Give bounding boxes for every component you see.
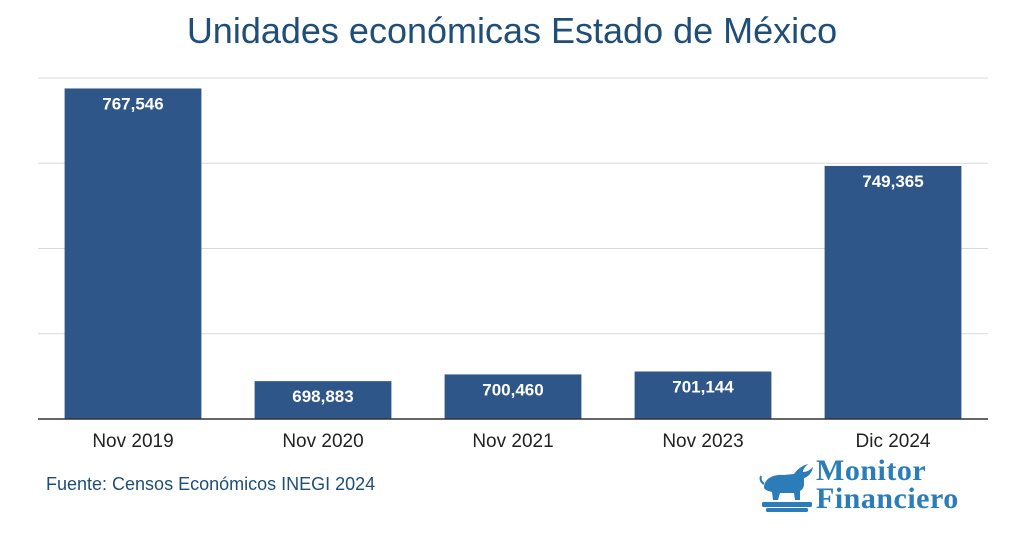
x-axis: Nov 2019 Nov 2020 Nov 2021 Nov 2023 Dic 2024	[38, 418, 988, 452]
x-tick-label: Dic 2024	[856, 431, 931, 452]
bar-value-label: 698,883	[292, 387, 353, 406]
logo-text-monitor: Monitor	[816, 454, 927, 487]
monitor-financiero-logo: Monitor Financiero	[758, 454, 998, 518]
bar-value-label: 767,546	[102, 94, 163, 113]
bars: 767,546 698,883 700,460 701,144 749,365	[64, 88, 962, 419]
x-tick-label: Nov 2023	[662, 431, 743, 452]
logo-text-financiero: Financiero	[816, 482, 959, 515]
bull-icon	[759, 464, 813, 512]
x-tick-label: Nov 2020	[282, 431, 363, 452]
x-tick-label: Nov 2019	[92, 431, 173, 452]
bar-nov-2023	[634, 371, 772, 419]
bar-value-label: 701,144	[672, 377, 734, 396]
chart-title: Unidades económicas Estado de México	[186, 10, 838, 51]
bar-dic-2024	[824, 165, 962, 419]
bar-nov-2020	[254, 381, 392, 419]
bar-value-label: 749,365	[862, 172, 923, 191]
bar-nov-2021	[444, 374, 582, 419]
x-tick-label: Nov 2021	[472, 431, 553, 452]
bar-value-label: 700,460	[482, 380, 543, 399]
source-note: Fuente: Censos Económicos INEGI 2024	[46, 474, 376, 494]
bar-nov-2019	[64, 88, 202, 419]
